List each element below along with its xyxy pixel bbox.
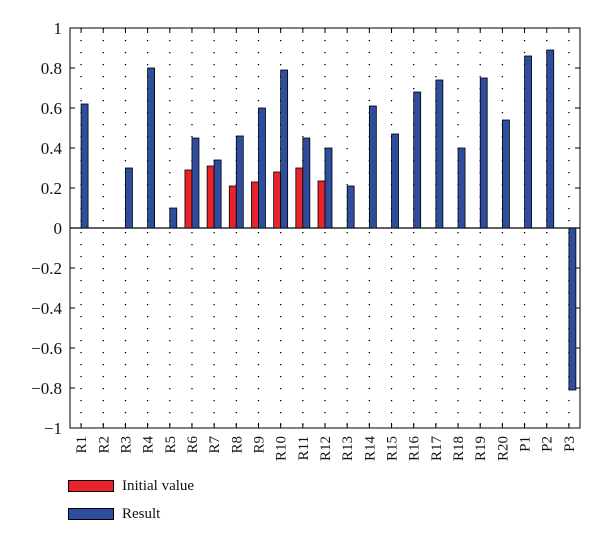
bar-result-r16 xyxy=(413,91,422,229)
bar-result-r18 xyxy=(457,147,466,229)
x-tick-label: R8 xyxy=(229,436,245,454)
bar-result-r3 xyxy=(125,167,133,229)
x-tick-label: R12 xyxy=(318,436,334,461)
bar-result-r9 xyxy=(258,107,266,229)
bar-result-r8 xyxy=(235,135,244,229)
bar-result-r12 xyxy=(324,147,333,229)
bar-initial-value-r8 xyxy=(228,185,237,229)
bar-result-r6 xyxy=(191,137,200,229)
y-tick-label: −0.8 xyxy=(31,379,62,398)
x-tick-label: R15 xyxy=(385,436,401,461)
bar-result-r5 xyxy=(169,207,178,229)
x-tick-label: R14 xyxy=(362,436,378,462)
x-tick-label: R13 xyxy=(340,436,356,461)
x-tick-label: R20 xyxy=(495,436,511,461)
bar-result-r15 xyxy=(391,133,399,229)
y-tick-label: 0.2 xyxy=(41,179,62,198)
y-tick-label: 0.8 xyxy=(41,59,62,78)
x-tick-label: R3 xyxy=(118,436,134,454)
bar-result-r10 xyxy=(280,69,289,229)
bar-result-r17 xyxy=(435,79,444,229)
bar-initial-value-r7 xyxy=(206,165,215,229)
x-tick-label: R18 xyxy=(451,436,467,461)
bar-result-r4 xyxy=(147,67,156,229)
bar-result-r1 xyxy=(80,103,89,229)
bar-result-r20 xyxy=(501,119,510,229)
bar-result-r14 xyxy=(368,105,377,229)
legend-label-initial-value: Initial value xyxy=(122,477,195,494)
x-tick-label: R1 xyxy=(74,436,90,454)
legend-label-result: Result xyxy=(122,505,161,522)
y-tick-label: 0 xyxy=(54,219,63,238)
x-tick-label: R2 xyxy=(96,436,112,454)
bar-initial-value-r12 xyxy=(317,180,326,229)
bar-initial-value-r10 xyxy=(273,171,282,229)
x-tick-label: R11 xyxy=(296,436,312,460)
x-tick-label: R19 xyxy=(473,436,489,461)
bar-result-r11 xyxy=(302,137,311,229)
bar-result-r13 xyxy=(346,185,355,229)
x-tick-label: R10 xyxy=(274,436,290,461)
legend-item-result: Result xyxy=(68,506,194,522)
y-tick-label: −1 xyxy=(44,419,62,438)
x-tick-label: R16 xyxy=(407,436,423,462)
x-tick-label: R5 xyxy=(163,436,179,454)
y-tick-label: −0.6 xyxy=(31,339,62,358)
legend-swatch-initial-value xyxy=(68,480,114,492)
y-tick-label: 1 xyxy=(54,19,63,38)
x-tick-label: P1 xyxy=(518,436,534,452)
y-tick-label: 0.6 xyxy=(41,99,62,118)
x-tick-label: P3 xyxy=(562,436,578,452)
bar-result-r19 xyxy=(479,77,488,229)
x-tick-label: R9 xyxy=(251,436,267,454)
y-tick-label: −0.4 xyxy=(31,299,62,318)
x-tick-label: R17 xyxy=(429,436,445,462)
legend: Initial value Result xyxy=(68,478,194,534)
bar-result-p2 xyxy=(546,49,555,229)
bar-initial-value-r9 xyxy=(251,181,259,229)
x-tick-label: R6 xyxy=(185,436,201,454)
bar-result-r7 xyxy=(213,159,222,229)
y-tick-label: 0.4 xyxy=(41,139,63,158)
x-tick-label: P2 xyxy=(540,436,556,452)
legend-item-initial-value: Initial value xyxy=(68,478,194,494)
bar-initial-value-r6 xyxy=(184,169,193,229)
x-tick-label: R7 xyxy=(207,436,223,454)
x-tick-label: R4 xyxy=(141,436,157,454)
y-tick-label: −0.2 xyxy=(31,259,62,278)
bar-result-p3 xyxy=(568,227,577,391)
bar-initial-value-r11 xyxy=(295,167,304,229)
legend-swatch-result xyxy=(68,508,114,520)
bar-result-p1 xyxy=(524,55,532,229)
